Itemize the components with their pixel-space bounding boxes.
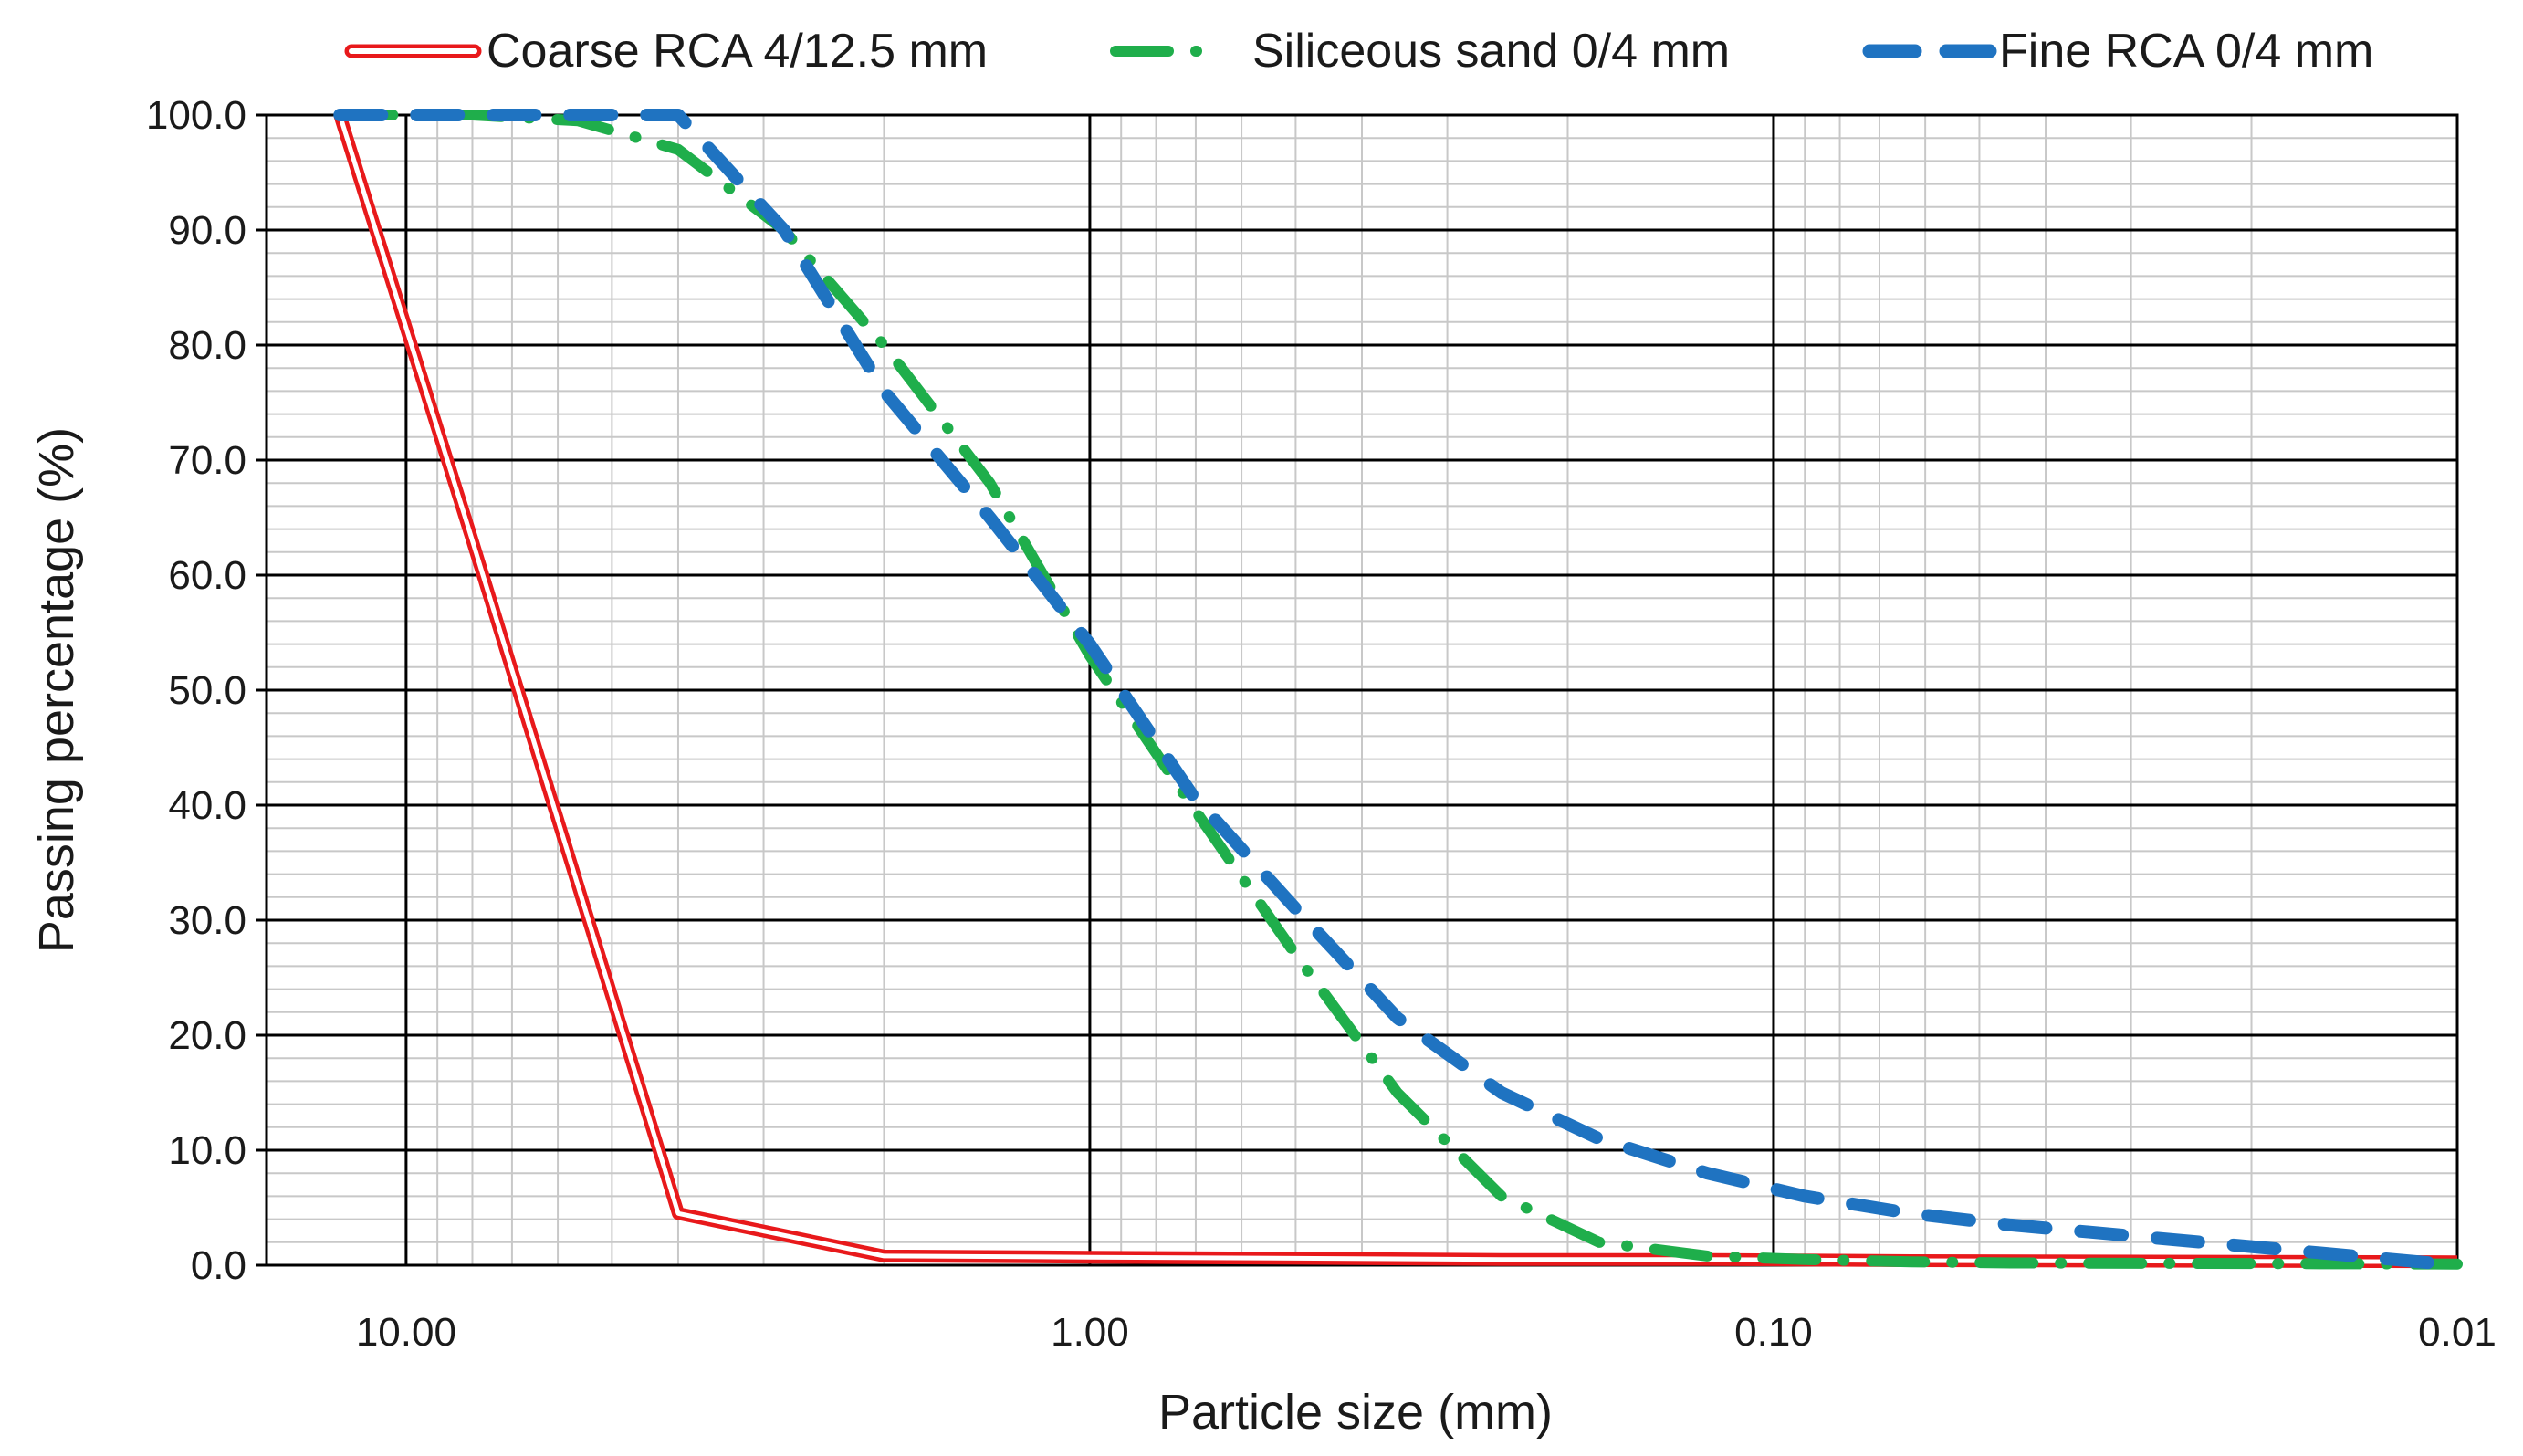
legend: Coarse RCA 4/12.5 mm Siliceous sand 0/4 … (344, 25, 2373, 78)
x-tick-label: 0.10 (1734, 1310, 1813, 1355)
y-tick-label: 90.0 (168, 208, 246, 253)
legend-label-fine-rca: Fine RCA 0/4 mm (1999, 25, 2373, 78)
y-axis-title: Passing percentage (%) (29, 427, 84, 953)
legend-item-siliceous-sand: Siliceous sand 0/4 mm (1110, 25, 1730, 78)
y-tick-label: 80.0 (168, 323, 246, 368)
x-tick-label: 10.00 (356, 1310, 456, 1355)
y-tick-label: 40.0 (168, 783, 246, 828)
y-tick-label: 30.0 (168, 898, 246, 943)
x-axis-ticks: 10.00 1.00 0.10 0.01 (356, 1310, 2497, 1355)
series-siliceous-sand-0-4-mm (334, 110, 2463, 1270)
legend-item-coarse-rca: Coarse RCA 4/12.5 mm (344, 25, 988, 78)
series-line (333, 109, 2464, 1272)
x-tick-label: 1.00 (1051, 1310, 1129, 1355)
x-tick-label: 0.01 (2418, 1310, 2497, 1355)
series-lines (333, 109, 2464, 1272)
legend-label-siliceous-sand: Siliceous sand 0/4 mm (1252, 25, 1730, 78)
y-tick-label: 60.0 (168, 553, 246, 598)
y-tick-label: 100.0 (146, 93, 246, 138)
y-tick-label: 10.0 (168, 1128, 246, 1173)
series-fine-rca-0-4-mm (333, 109, 2464, 1272)
y-tick-label: 50.0 (168, 668, 246, 713)
legend-item-fine-rca: Fine RCA 0/4 mm (1862, 25, 2373, 78)
y-tick-label: 20.0 (168, 1013, 246, 1058)
series-line (334, 110, 2463, 1270)
x-axis-title: Particle size (mm) (1158, 1385, 1553, 1440)
y-tick-label: 0.0 (191, 1243, 246, 1288)
y-tick-label: 70.0 (168, 438, 246, 483)
legend-label-coarse-rca: Coarse RCA 4/12.5 mm (487, 25, 988, 78)
y-axis-ticks: 0.0 10.0 20.0 30.0 40.0 50.0 60.0 70.0 80.0 90.0 1… (146, 93, 267, 1288)
